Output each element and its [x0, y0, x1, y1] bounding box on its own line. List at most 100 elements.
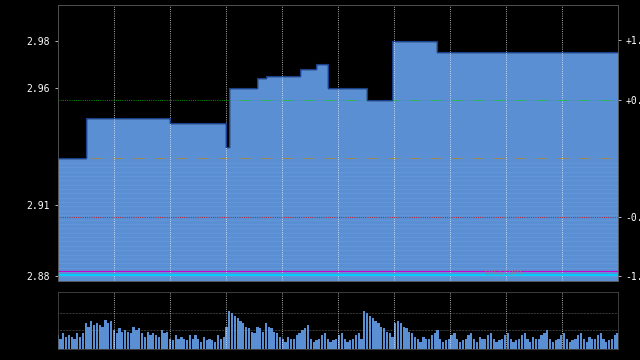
Bar [318, 339, 321, 349]
Bar [467, 335, 470, 349]
Bar [563, 333, 565, 349]
Bar [74, 339, 76, 349]
Bar [400, 323, 402, 349]
Bar [456, 339, 458, 349]
Bar [566, 339, 568, 349]
Bar [312, 342, 315, 349]
Bar [169, 339, 172, 349]
Bar [242, 323, 244, 349]
Bar [293, 339, 295, 349]
Bar [527, 339, 529, 349]
Bar [110, 321, 112, 349]
Bar [141, 333, 143, 349]
Bar [481, 339, 484, 349]
Bar [560, 335, 563, 349]
Bar [88, 327, 90, 349]
Bar [214, 342, 216, 349]
Bar [509, 339, 512, 349]
Bar [358, 333, 360, 349]
Bar [428, 339, 430, 349]
Bar [588, 337, 591, 349]
Bar [555, 341, 557, 349]
Bar [451, 335, 452, 349]
Bar [549, 339, 551, 349]
Bar [411, 333, 413, 349]
Bar [425, 339, 428, 349]
Bar [124, 330, 126, 349]
Bar [310, 339, 312, 349]
Bar [335, 339, 337, 349]
Bar [360, 339, 363, 349]
Bar [501, 339, 503, 349]
Bar [149, 335, 152, 349]
Bar [355, 335, 357, 349]
Bar [499, 341, 500, 349]
Bar [433, 333, 436, 349]
Bar [304, 328, 307, 349]
Bar [180, 337, 182, 349]
Bar [349, 341, 351, 349]
Bar [594, 339, 596, 349]
Bar [282, 339, 284, 349]
Bar [102, 327, 104, 349]
Bar [507, 333, 509, 349]
Bar [614, 335, 616, 349]
Bar [535, 339, 537, 349]
Bar [586, 342, 588, 349]
Bar [203, 337, 205, 349]
Bar [79, 337, 81, 349]
Bar [596, 335, 599, 349]
Bar [445, 341, 447, 349]
Bar [447, 339, 450, 349]
Bar [298, 333, 301, 349]
Bar [62, 333, 65, 349]
Bar [296, 335, 298, 349]
Bar [68, 335, 70, 349]
Bar [366, 312, 368, 349]
Bar [459, 342, 461, 349]
Bar [121, 332, 124, 349]
Bar [374, 321, 377, 349]
Bar [172, 341, 174, 349]
Bar [259, 328, 261, 349]
Bar [332, 341, 335, 349]
Bar [144, 337, 146, 349]
Bar [403, 327, 405, 349]
Bar [155, 335, 157, 349]
Bar [340, 333, 343, 349]
Bar [515, 341, 517, 349]
Bar [239, 321, 242, 349]
Bar [405, 328, 408, 349]
Bar [104, 320, 107, 349]
Bar [135, 330, 138, 349]
Bar [417, 339, 419, 349]
Bar [186, 341, 188, 349]
Bar [65, 337, 67, 349]
Bar [276, 333, 278, 349]
Bar [439, 339, 442, 349]
Bar [504, 335, 506, 349]
Bar [209, 339, 211, 349]
Bar [476, 342, 478, 349]
Bar [82, 333, 84, 349]
Bar [487, 335, 489, 349]
Bar [513, 342, 515, 349]
Bar [197, 339, 200, 349]
Bar [175, 335, 177, 349]
Bar [99, 325, 101, 349]
Bar [147, 332, 148, 349]
Bar [248, 328, 250, 349]
Bar [518, 339, 520, 349]
Bar [245, 327, 247, 349]
Bar [127, 332, 129, 349]
Bar [107, 323, 109, 349]
Bar [380, 327, 382, 349]
Bar [268, 327, 270, 349]
Bar [324, 333, 326, 349]
Bar [307, 325, 309, 349]
Bar [338, 335, 340, 349]
Bar [383, 328, 385, 349]
Text: sina.com: sina.com [484, 268, 522, 277]
Bar [330, 342, 332, 349]
Bar [152, 333, 154, 349]
